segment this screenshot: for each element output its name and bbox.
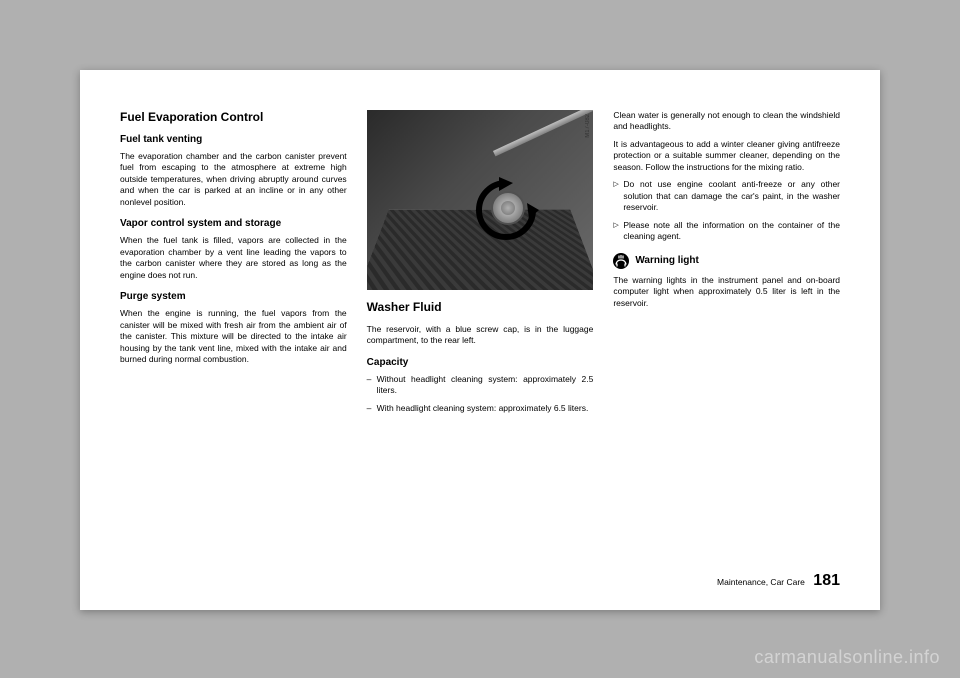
heading-fuel-evaporation: Fuel Evaporation Control [120,110,347,124]
page-footer: Maintenance, Car Care 181 [120,572,840,590]
para-winter-cleaner: It is advantageous to add a winter clean… [613,139,840,173]
heading-washer-fluid: Washer Fluid [367,300,594,314]
heading-capacity: Capacity [367,357,594,368]
column-1: Fuel Evaporation Control Fuel tank venti… [120,110,347,564]
figure-label: M17-082 [585,114,591,138]
para-clean-water: Clean water is generally not enough to c… [613,110,840,133]
heading-purge-system: Purge system [120,291,347,302]
heading-vapor-control: Vapor control system and storage [120,218,347,229]
para-washer-fluid-location: The reservoir, with a blue screw cap, is… [367,324,594,347]
washer-warning-icon [613,253,629,269]
caution-item-coolant: Do not use engine coolant anti-freeze or… [613,179,840,213]
column-2: M17-082 Washer Fluid The reservoir, with… [367,110,594,564]
capacity-list: Without headlight cleaning system: appro… [367,374,594,414]
column-3: Clean water is generally not enough to c… [613,110,840,564]
para-purge-system: When the engine is running, the fuel vap… [120,308,347,365]
heading-fuel-tank-venting: Fuel tank venting [120,134,347,145]
capacity-item-with: With headlight cleaning system: approxim… [367,403,594,414]
caution-list: Do not use engine coolant anti-freeze or… [613,179,840,242]
figure-rotate-arrow-icon [471,175,541,245]
footer-section: Maintenance, Car Care [717,577,805,587]
washer-fluid-figure: M17-082 [367,110,594,290]
capacity-item-without: Without headlight cleaning system: appro… [367,374,594,397]
warning-heading-row: Warning light [613,253,840,269]
heading-warning-light: Warning light [635,255,699,266]
footer-page-number: 181 [813,572,840,589]
para-vapor-control: When the fuel tank is filled, vapors are… [120,235,347,281]
columns: Fuel Evaporation Control Fuel tank venti… [120,110,840,564]
para-fuel-tank-venting: The evaporation chamber and the carbon c… [120,151,347,208]
figure-strut [493,110,593,156]
manual-page: Fuel Evaporation Control Fuel tank venti… [80,70,880,610]
para-warning-light: The warning lights in the instrument pan… [613,275,840,309]
caution-item-container: Please note all the information on the c… [613,220,840,243]
watermark: carmanualsonline.info [754,647,940,668]
